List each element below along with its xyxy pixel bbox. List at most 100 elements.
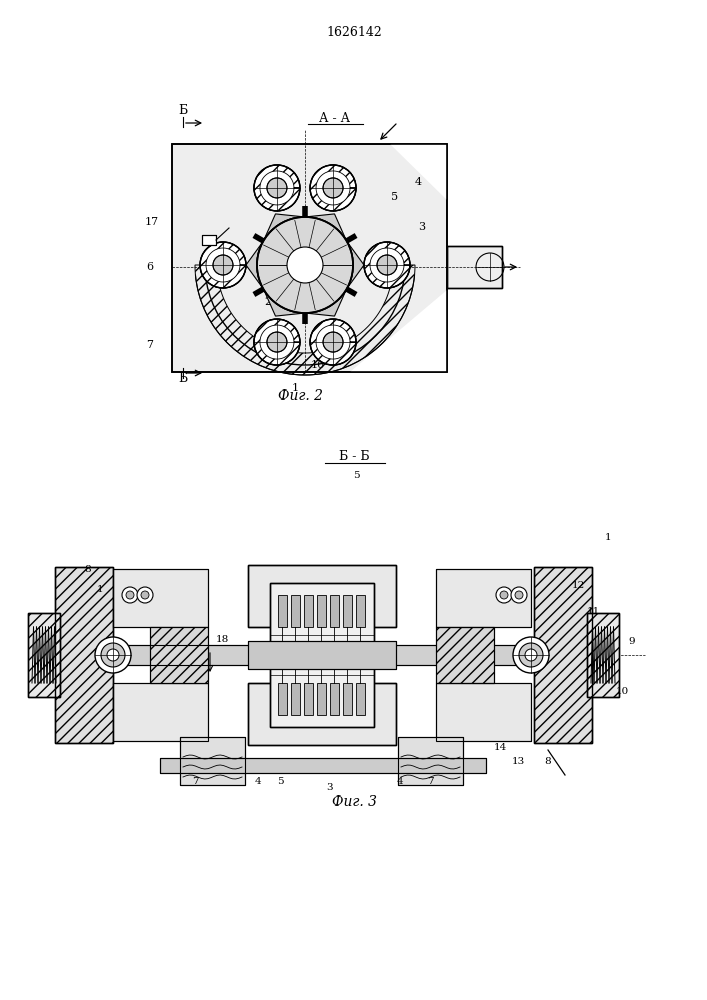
- Circle shape: [287, 247, 323, 283]
- Text: 6: 6: [146, 262, 153, 272]
- Text: 4: 4: [397, 778, 403, 786]
- Bar: [150, 627, 208, 683]
- Bar: [180, 737, 245, 785]
- Circle shape: [95, 637, 131, 673]
- Bar: [534, 567, 592, 743]
- Circle shape: [323, 178, 343, 198]
- Bar: [356, 595, 365, 627]
- Bar: [180, 737, 245, 785]
- Bar: [28, 613, 60, 697]
- Bar: [55, 567, 113, 743]
- Bar: [150, 627, 208, 683]
- Bar: [447, 246, 502, 288]
- Text: Фиг. 2: Фиг. 2: [278, 389, 322, 403]
- Text: 1: 1: [97, 585, 103, 594]
- Text: 4: 4: [255, 778, 262, 786]
- Bar: [113, 569, 208, 627]
- Text: 7: 7: [427, 778, 433, 786]
- Circle shape: [525, 649, 537, 661]
- Bar: [587, 613, 619, 697]
- Bar: [436, 569, 531, 627]
- Text: 14: 14: [493, 742, 507, 752]
- Text: 4: 4: [414, 177, 421, 187]
- Bar: [291, 683, 300, 715]
- Text: 5: 5: [276, 778, 284, 786]
- Text: 5: 5: [353, 471, 359, 480]
- Bar: [317, 595, 326, 627]
- Bar: [436, 627, 494, 683]
- Bar: [436, 683, 531, 741]
- Text: 8: 8: [544, 758, 551, 766]
- Polygon shape: [390, 144, 447, 200]
- Text: 16: 16: [311, 360, 325, 370]
- Circle shape: [287, 247, 323, 283]
- Bar: [172, 144, 447, 372]
- Circle shape: [267, 178, 287, 198]
- Circle shape: [254, 319, 300, 365]
- Circle shape: [213, 255, 233, 275]
- Circle shape: [137, 587, 153, 603]
- Circle shape: [377, 255, 397, 275]
- Circle shape: [200, 242, 246, 288]
- Bar: [278, 683, 287, 715]
- Bar: [436, 683, 531, 741]
- Text: 1626142: 1626142: [326, 25, 382, 38]
- Bar: [317, 683, 326, 715]
- Circle shape: [257, 217, 353, 313]
- Text: 11: 11: [586, 607, 600, 616]
- Bar: [587, 613, 619, 697]
- Bar: [248, 641, 396, 669]
- Circle shape: [257, 217, 353, 313]
- Bar: [160, 758, 486, 773]
- Bar: [291, 595, 300, 627]
- Text: 17: 17: [145, 217, 159, 227]
- Bar: [330, 683, 339, 715]
- Bar: [202, 235, 216, 245]
- Bar: [398, 737, 463, 785]
- Text: 9: 9: [629, 638, 636, 647]
- Text: 5: 5: [392, 192, 399, 202]
- Circle shape: [519, 643, 543, 667]
- Bar: [248, 565, 396, 627]
- Bar: [270, 583, 374, 727]
- Circle shape: [141, 591, 149, 599]
- Bar: [28, 613, 60, 697]
- Text: Б: Б: [178, 371, 187, 384]
- Text: 7: 7: [192, 778, 198, 786]
- Circle shape: [496, 587, 512, 603]
- Bar: [150, 627, 208, 683]
- Bar: [202, 235, 216, 245]
- Bar: [534, 567, 592, 743]
- Bar: [304, 683, 313, 715]
- Circle shape: [122, 587, 138, 603]
- Bar: [270, 583, 374, 727]
- Circle shape: [323, 332, 343, 352]
- Bar: [436, 627, 494, 683]
- Circle shape: [500, 591, 508, 599]
- Bar: [398, 737, 463, 785]
- Bar: [534, 567, 592, 743]
- Bar: [356, 683, 365, 715]
- Bar: [172, 144, 447, 372]
- Bar: [343, 595, 352, 627]
- Bar: [278, 595, 287, 627]
- Circle shape: [310, 165, 356, 211]
- Circle shape: [511, 587, 527, 603]
- Circle shape: [254, 165, 300, 211]
- Text: 10: 10: [615, 688, 629, 696]
- Text: 12: 12: [571, 580, 585, 589]
- Bar: [447, 246, 502, 288]
- Bar: [113, 645, 534, 665]
- Text: Б: Б: [178, 104, 187, 116]
- Circle shape: [107, 649, 119, 661]
- Bar: [330, 595, 339, 627]
- Bar: [160, 758, 486, 773]
- Text: Б - Б: Б - Б: [339, 450, 369, 464]
- Text: Фиг. 3: Фиг. 3: [332, 795, 377, 809]
- Text: 18: 18: [216, 636, 228, 645]
- Text: 8: 8: [85, 566, 91, 574]
- Text: 7: 7: [146, 340, 153, 350]
- Bar: [248, 565, 396, 627]
- Polygon shape: [350, 290, 447, 372]
- Circle shape: [364, 242, 410, 288]
